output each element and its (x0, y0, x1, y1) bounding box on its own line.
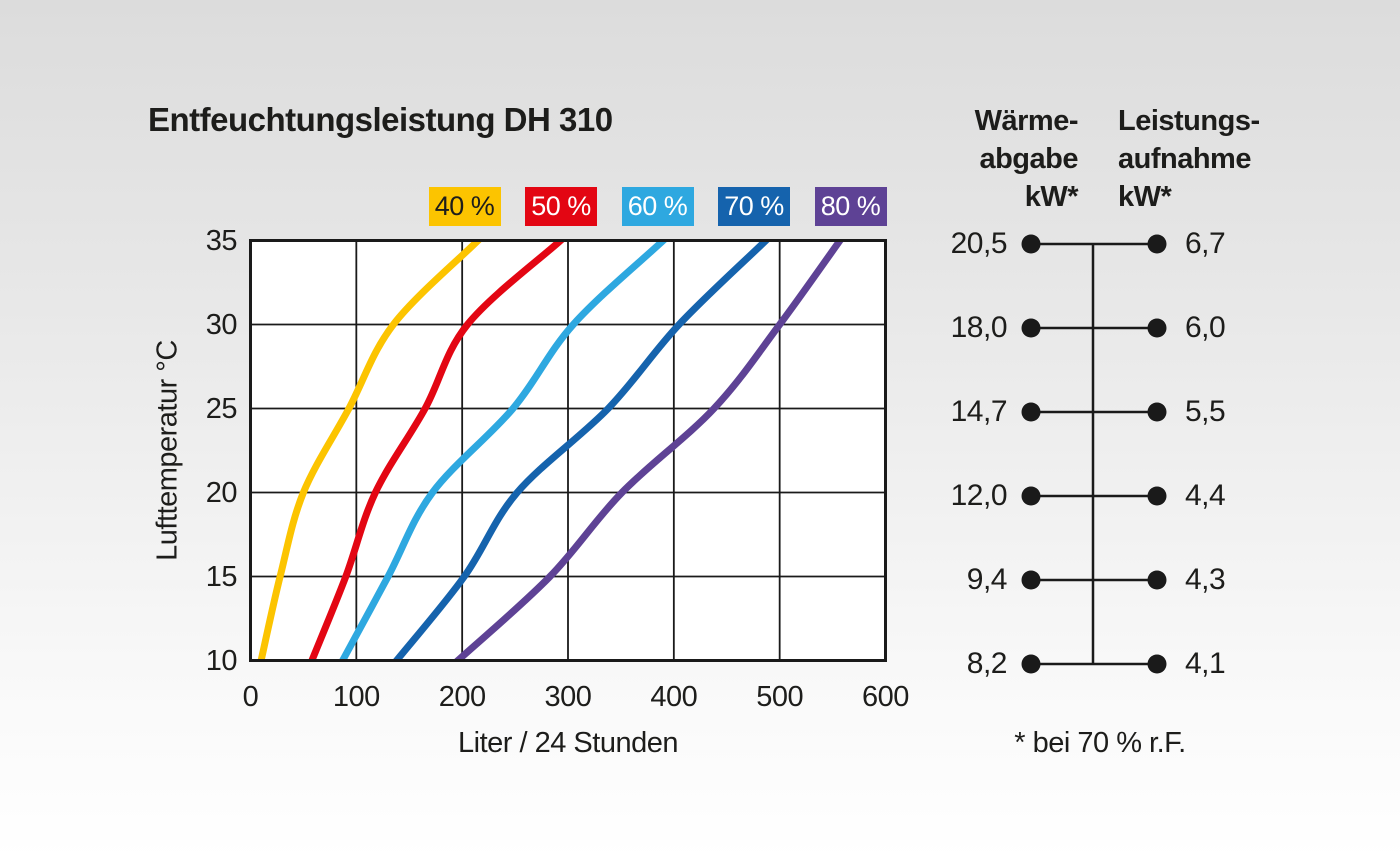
legend-item-60%: 60 % (621, 187, 694, 226)
kw-left-dot (1021, 234, 1041, 254)
leistungsaufnahme-value: 5,5 (1185, 395, 1226, 428)
legend-item-80%: 80 % (814, 187, 887, 226)
curve-50% (308, 240, 566, 661)
y-tick-label: 30 (205, 308, 238, 341)
waermeabgabe-value: 20,5 (950, 227, 1008, 260)
leistungsaufnahme-value: 4,4 (1185, 479, 1226, 512)
x-tick-label: 100 (332, 681, 380, 713)
kw-left-dot (1021, 486, 1041, 506)
kw-left-dot (1021, 402, 1041, 422)
y-tick-label: 25 (205, 392, 238, 425)
legend-item-70%: 70 % (718, 187, 790, 226)
curve-60% (338, 240, 669, 661)
leistungsaufnahme-value: 6,0 (1185, 311, 1226, 344)
plot-border (249, 239, 887, 662)
x-axis-label: Liter / 24 Stunden (458, 727, 678, 759)
kw-right-dot (1147, 570, 1167, 590)
leistungsaufnahme-value: 6,7 (1185, 227, 1226, 260)
legend-item-40%: 40 % (428, 187, 501, 226)
y-tick-label: 15 (205, 560, 238, 593)
page-title: Entfeuchtungsleistung DH 310 (148, 101, 613, 138)
waermeabgabe-value: 18,0 (950, 311, 1008, 344)
kw-left-dot (1021, 318, 1041, 338)
x-tick-label: 400 (650, 681, 698, 713)
kw-left-dot (1021, 654, 1041, 674)
legend-item-50%: 50 % (525, 187, 597, 226)
x-tick-label: 600 (862, 681, 909, 713)
y-tick-label: 20 (205, 476, 238, 509)
x-tick-label: 300 (544, 681, 592, 713)
leistungsaufnahme-column-header: Leistungs- aufnahme kW* (1118, 105, 1260, 213)
leistungsaufnahme-value: 4,3 (1185, 563, 1226, 596)
kw-right-dot (1147, 402, 1167, 422)
y-axis-label: Lufttemperatur °C (151, 340, 184, 561)
waermeabgabe-value: 8,2 (966, 647, 1008, 680)
waermeabgabe-value: 14,7 (950, 395, 1008, 428)
kw-right-dot (1147, 654, 1167, 674)
curves-group (257, 240, 845, 661)
y-tick-label: 10 (205, 644, 238, 677)
x-tick-label: 0 (242, 681, 259, 713)
x-tick-label: 200 (438, 681, 486, 713)
curve-80% (452, 240, 845, 661)
waermeabgabe-column-header: Wärme- abgabe kW* (974, 105, 1079, 213)
leistungsaufnahme-value: 4,1 (1185, 647, 1226, 680)
x-tick-label: 500 (756, 681, 804, 713)
kw-footnote: * bei 70 % r.F. (1014, 727, 1186, 759)
kw-right-dot (1147, 234, 1167, 254)
waermeabgabe-value: 9,4 (966, 563, 1008, 596)
kw-right-dot (1147, 318, 1167, 338)
kw-left-dot (1021, 570, 1041, 590)
y-tick-label: 35 (205, 224, 238, 257)
kw-right-dot (1147, 486, 1167, 506)
waermeabgabe-value: 12,0 (950, 479, 1008, 512)
curve-40% (257, 240, 483, 661)
curve-70% (392, 240, 771, 661)
